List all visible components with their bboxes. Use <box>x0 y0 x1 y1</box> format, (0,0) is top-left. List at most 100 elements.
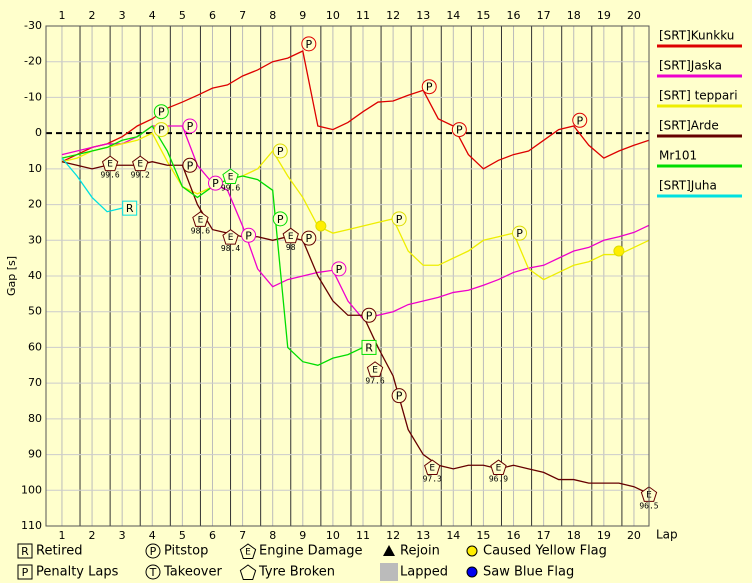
event-marker: E <box>490 459 507 476</box>
event-marker-shape <box>572 112 588 128</box>
legend-label: [SRT]Juha <box>659 179 717 193</box>
y-tick-label: 80 <box>28 412 42 425</box>
event-marker: P <box>272 143 288 159</box>
y-axis-label: Gap [s] <box>5 256 18 296</box>
legend-label: [SRT] teppari <box>659 89 738 103</box>
y-tick-label: 20 <box>28 198 42 211</box>
x-tick-label: 2 <box>89 9 96 22</box>
event-label: 98 <box>286 243 296 252</box>
legend-symbol-shape <box>239 564 257 580</box>
y-tick-label: -10 <box>24 90 42 103</box>
event-marker-shape <box>361 339 377 355</box>
x-tick-label: 15 <box>476 529 490 542</box>
plot-border <box>45 25 650 527</box>
series-line <box>61 161 650 495</box>
legend-label: Rejoin <box>400 544 440 559</box>
event-marker-letter: P <box>277 145 284 158</box>
event-marker-shape <box>366 361 384 377</box>
event-marker-shape <box>391 388 407 404</box>
event-marker: P <box>182 157 198 173</box>
event-label: 96.9 <box>489 475 508 484</box>
event-label: 99.6 <box>100 171 119 180</box>
event-marker: P <box>391 388 407 404</box>
x-tick-label: 10 <box>326 529 340 542</box>
legend-label: Penalty Laps <box>36 565 119 580</box>
event-marker-letter: P <box>336 263 343 276</box>
x-tick-label: 16 <box>507 9 521 22</box>
event-label: 97.6 <box>365 376 384 385</box>
legend-label: [SRT]Kunkku <box>659 29 734 43</box>
legend-symbol-shape <box>239 543 257 559</box>
event-marker: E <box>222 168 239 184</box>
event-marker-letter: P <box>305 232 312 245</box>
legend-label: [SRT]Arde <box>659 119 719 133</box>
x-tick-label: 2 <box>89 529 96 542</box>
x-tick-label: 12 <box>386 529 400 542</box>
x-tick-label: 16 <box>507 529 521 542</box>
legend-label: [SRT]Jaska <box>659 59 722 73</box>
event-marker-letter: E <box>496 464 502 474</box>
series-line <box>61 132 650 281</box>
x-tick-label: 14 <box>446 529 460 542</box>
event-marker: P <box>451 122 467 138</box>
event-marker: E <box>101 155 119 172</box>
event-marker-letter: R <box>126 202 134 215</box>
y-tick-label: 0 <box>35 126 42 139</box>
event-marker: E <box>132 155 149 172</box>
legend-symbol-letter: E <box>245 548 251 558</box>
x-tick-label: 10 <box>326 9 340 22</box>
x-axis-label: Lap <box>656 528 678 542</box>
legend-symbol-shape <box>466 545 478 557</box>
event-marker-letter: E <box>372 365 378 375</box>
event-marker: P <box>361 307 377 323</box>
legend-label: Pitstop <box>164 544 208 559</box>
event-marker-shape <box>101 155 119 172</box>
x-tick-label: 9 <box>299 9 306 22</box>
x-tick-label: 5 <box>179 9 186 22</box>
x-tick-label: 12 <box>386 9 400 22</box>
event-marker: P <box>421 79 437 95</box>
event-marker: P <box>207 175 223 191</box>
event-marker-letter: P <box>277 213 284 226</box>
legend-symbol <box>466 545 478 557</box>
y-tick-label: 60 <box>28 340 42 353</box>
event-marker-shape <box>182 157 198 173</box>
event-marker-shape <box>424 459 441 476</box>
event-marker-shape <box>182 118 198 134</box>
event-marker: P <box>572 112 588 128</box>
x-tick-label: 20 <box>627 529 641 542</box>
x-tick-label: 4 <box>149 529 156 542</box>
legend-label: Retired <box>36 544 82 559</box>
event-marker-shape <box>207 175 223 191</box>
legend-symbol: E <box>239 543 257 559</box>
event-marker: P <box>391 211 407 227</box>
event-marker: P <box>301 36 317 52</box>
event-marker-letter: R <box>365 341 373 354</box>
y-tick-label: 30 <box>28 233 42 246</box>
x-tick-label: 4 <box>149 9 156 22</box>
event-marker: E <box>282 227 299 244</box>
legend-symbol-letter: P <box>22 566 29 579</box>
legend-label: Tyre Broken <box>258 565 335 580</box>
y-tick-label: -20 <box>24 55 42 68</box>
event-marker-letter: P <box>245 229 252 242</box>
x-tick-label: 18 <box>567 529 581 542</box>
legend-label: Engine Damage <box>259 544 363 559</box>
event-marker-letter: P <box>187 159 194 172</box>
y-tick-label: 50 <box>28 305 42 318</box>
legend-label: Saw Blue Flag <box>483 565 574 580</box>
event-marker-shape <box>361 307 377 323</box>
event-marker-letter: E <box>107 160 113 170</box>
event-marker-shape <box>421 79 437 95</box>
event-marker: P <box>512 225 528 241</box>
event-marker-letter: P <box>158 106 165 119</box>
event-marker-letter: P <box>396 213 403 226</box>
legend-symbol <box>380 563 398 581</box>
legend-label: Mr101 <box>659 149 697 163</box>
event-marker-shape <box>391 211 407 227</box>
x-tick-label: 15 <box>476 9 490 22</box>
event-label: 99.6 <box>221 184 240 193</box>
event-marker-letter: E <box>228 173 234 183</box>
